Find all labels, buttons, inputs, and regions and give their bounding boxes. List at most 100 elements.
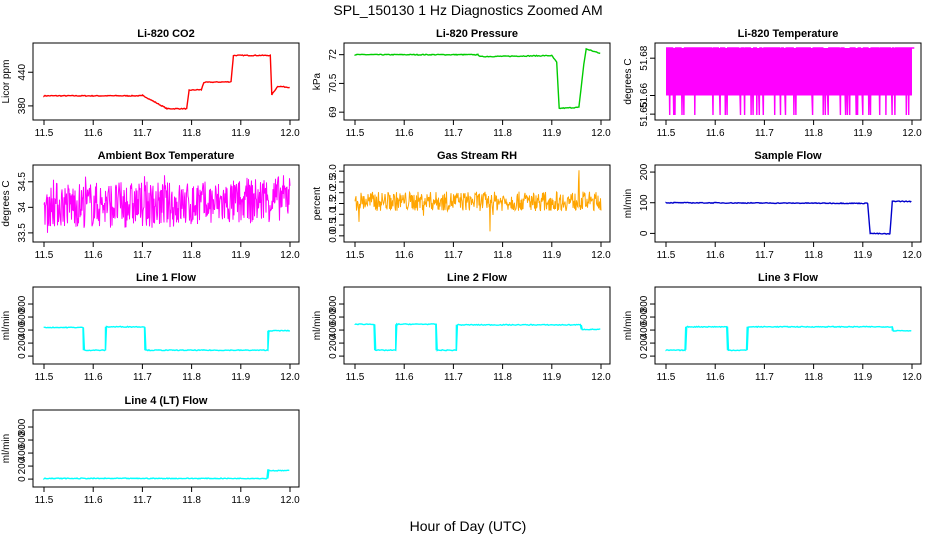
- x-tick-label: 11.8: [182, 495, 201, 506]
- panel-frame: [654, 42, 922, 121]
- x-tick-label: 12.0: [280, 128, 300, 139]
- x-tick-label: 11.9: [853, 372, 872, 383]
- y-tick-label: 380: [17, 97, 28, 114]
- x-tick-label: 11.9: [853, 250, 872, 261]
- x-tick-label: 11.9: [853, 128, 872, 139]
- y-tick-label: 400: [328, 321, 339, 338]
- x-tick-label: 11.9: [231, 128, 250, 139]
- x-tick-label: 12.0: [902, 250, 922, 261]
- x-tick-label: 11.7: [133, 128, 152, 139]
- y-tick-label: 0: [639, 353, 650, 359]
- y-tick-label: 51.66: [639, 83, 650, 108]
- x-tick-label: 11.7: [444, 250, 463, 261]
- y-tick-label: 34: [17, 201, 28, 213]
- x-tick-label: 11.6: [706, 128, 725, 139]
- x-tick-label: 11.6: [84, 128, 103, 139]
- y-tick-label: 0: [17, 476, 28, 482]
- panel-frame: [654, 164, 922, 243]
- series-line: [665, 200, 912, 235]
- y-tick-label: 2.0: [328, 185, 339, 199]
- x-tick-label: 11.6: [706, 372, 725, 383]
- panel-frame: [32, 42, 300, 121]
- series-line: [43, 469, 290, 481]
- x-tick-label: 11.5: [346, 128, 365, 139]
- x-tick-label: 11.7: [133, 372, 152, 383]
- x-tick-label: 11.7: [755, 250, 774, 261]
- x-tick-label: 11.9: [542, 372, 561, 383]
- x-tick-label: 11.6: [84, 372, 103, 383]
- panel-3: Ambient Box Temperature 11.5 11.6 11.7 11.8 1…: [1, 150, 300, 261]
- y-axis-label: ml/min: [1, 311, 12, 340]
- y-tick-label: 200: [17, 457, 28, 474]
- panel-2: Li-820 Temperature 11.5 11.6 11.7 11.8 11.9 12…: [623, 28, 922, 139]
- x-tick-label: 11.9: [231, 250, 250, 261]
- x-tick-label: 11.8: [493, 128, 512, 139]
- x-tick-label: 11.8: [804, 372, 823, 383]
- x-tick-label: 11.8: [804, 250, 823, 261]
- x-tick-label: 12.0: [591, 372, 611, 383]
- x-tick-label: 11.9: [231, 495, 250, 506]
- x-tick-label: 12.0: [280, 495, 300, 506]
- y-axis-label: kPa: [312, 72, 323, 90]
- y-tick-label: 2.5: [328, 175, 339, 189]
- figure-title: SPL_150130 1 Hz Diagnostics Zoomed AM: [333, 2, 603, 18]
- y-tick-label: 0: [639, 230, 650, 236]
- panel-6: Line 1 Flow 11.5 11.6 11.7 11.8 11.9 12.0 0 2004…: [1, 272, 300, 383]
- x-tick-label: 12.0: [902, 372, 922, 383]
- series-line: [43, 54, 290, 111]
- y-tick-label: 0: [328, 353, 339, 359]
- panel-frame: [343, 286, 611, 365]
- x-tick-label: 11.7: [755, 128, 774, 139]
- y-tick-label: 0.0: [328, 228, 339, 242]
- x-tick-label: 11.6: [395, 372, 414, 383]
- y-tick-label: 800: [17, 418, 28, 435]
- y-tick-label: 200: [328, 334, 339, 351]
- y-tick-label: 1.5: [328, 196, 339, 210]
- panel-title: Line 4 (LT) Flow: [125, 395, 208, 407]
- x-tick-label: 11.5: [35, 250, 54, 261]
- x-tick-label: 11.7: [133, 250, 152, 261]
- y-tick-label: 600: [328, 308, 339, 325]
- x-tick-label: 11.5: [35, 128, 54, 139]
- x-tick-label: 12.0: [902, 128, 922, 139]
- figure-x-axis-label: Hour of Day (UTC): [409, 518, 527, 534]
- x-tick-label: 11.5: [657, 128, 676, 139]
- x-tick-label: 11.7: [755, 372, 774, 383]
- x-tick-label: 11.6: [84, 250, 103, 261]
- panel-frame: [32, 164, 300, 243]
- y-axis-label: ml/min: [623, 189, 634, 218]
- x-tick-label: 11.7: [444, 128, 463, 139]
- y-tick-label: 440: [17, 63, 28, 80]
- x-tick-label: 11.6: [84, 495, 103, 506]
- x-tick-label: 11.9: [231, 372, 250, 383]
- y-tick-label: 3.0: [328, 164, 339, 178]
- panel-frame: [343, 42, 611, 121]
- y-tick-label: 800: [17, 295, 28, 312]
- y-tick-label: 0.5: [328, 218, 339, 232]
- x-tick-label: 12.0: [591, 128, 611, 139]
- panel-title: Line 1 Flow: [136, 272, 196, 284]
- x-tick-label: 11.6: [395, 128, 414, 139]
- y-tick-label: 400: [17, 444, 28, 461]
- y-axis-label: percent: [312, 187, 323, 221]
- y-tick-label: 800: [639, 295, 650, 312]
- x-tick-label: 11.5: [657, 250, 676, 261]
- x-tick-label: 11.5: [346, 372, 365, 383]
- x-tick-label: 11.9: [542, 128, 561, 139]
- panel-title: Ambient Box Temperature: [98, 150, 235, 162]
- y-tick-label: 33.5: [17, 223, 28, 243]
- panel-9: Line 4 (LT) Flow 11.5 11.6 11.7 11.8 11.9 12.0…: [1, 395, 300, 506]
- x-tick-label: 11.5: [346, 250, 365, 261]
- series-line: [43, 175, 291, 233]
- x-tick-label: 12.0: [280, 250, 300, 261]
- x-tick-label: 11.8: [182, 250, 201, 261]
- y-axis-label: degrees C: [623, 58, 634, 104]
- x-tick-label: 12.0: [280, 372, 300, 383]
- y-tick-label: 400: [639, 321, 650, 338]
- y-axis-label: ml/min: [1, 434, 12, 463]
- x-tick-label: 11.8: [182, 372, 201, 383]
- y-tick-label: 70.5: [328, 73, 339, 93]
- y-tick-label: 100: [639, 194, 650, 211]
- y-tick-label: 600: [17, 308, 28, 325]
